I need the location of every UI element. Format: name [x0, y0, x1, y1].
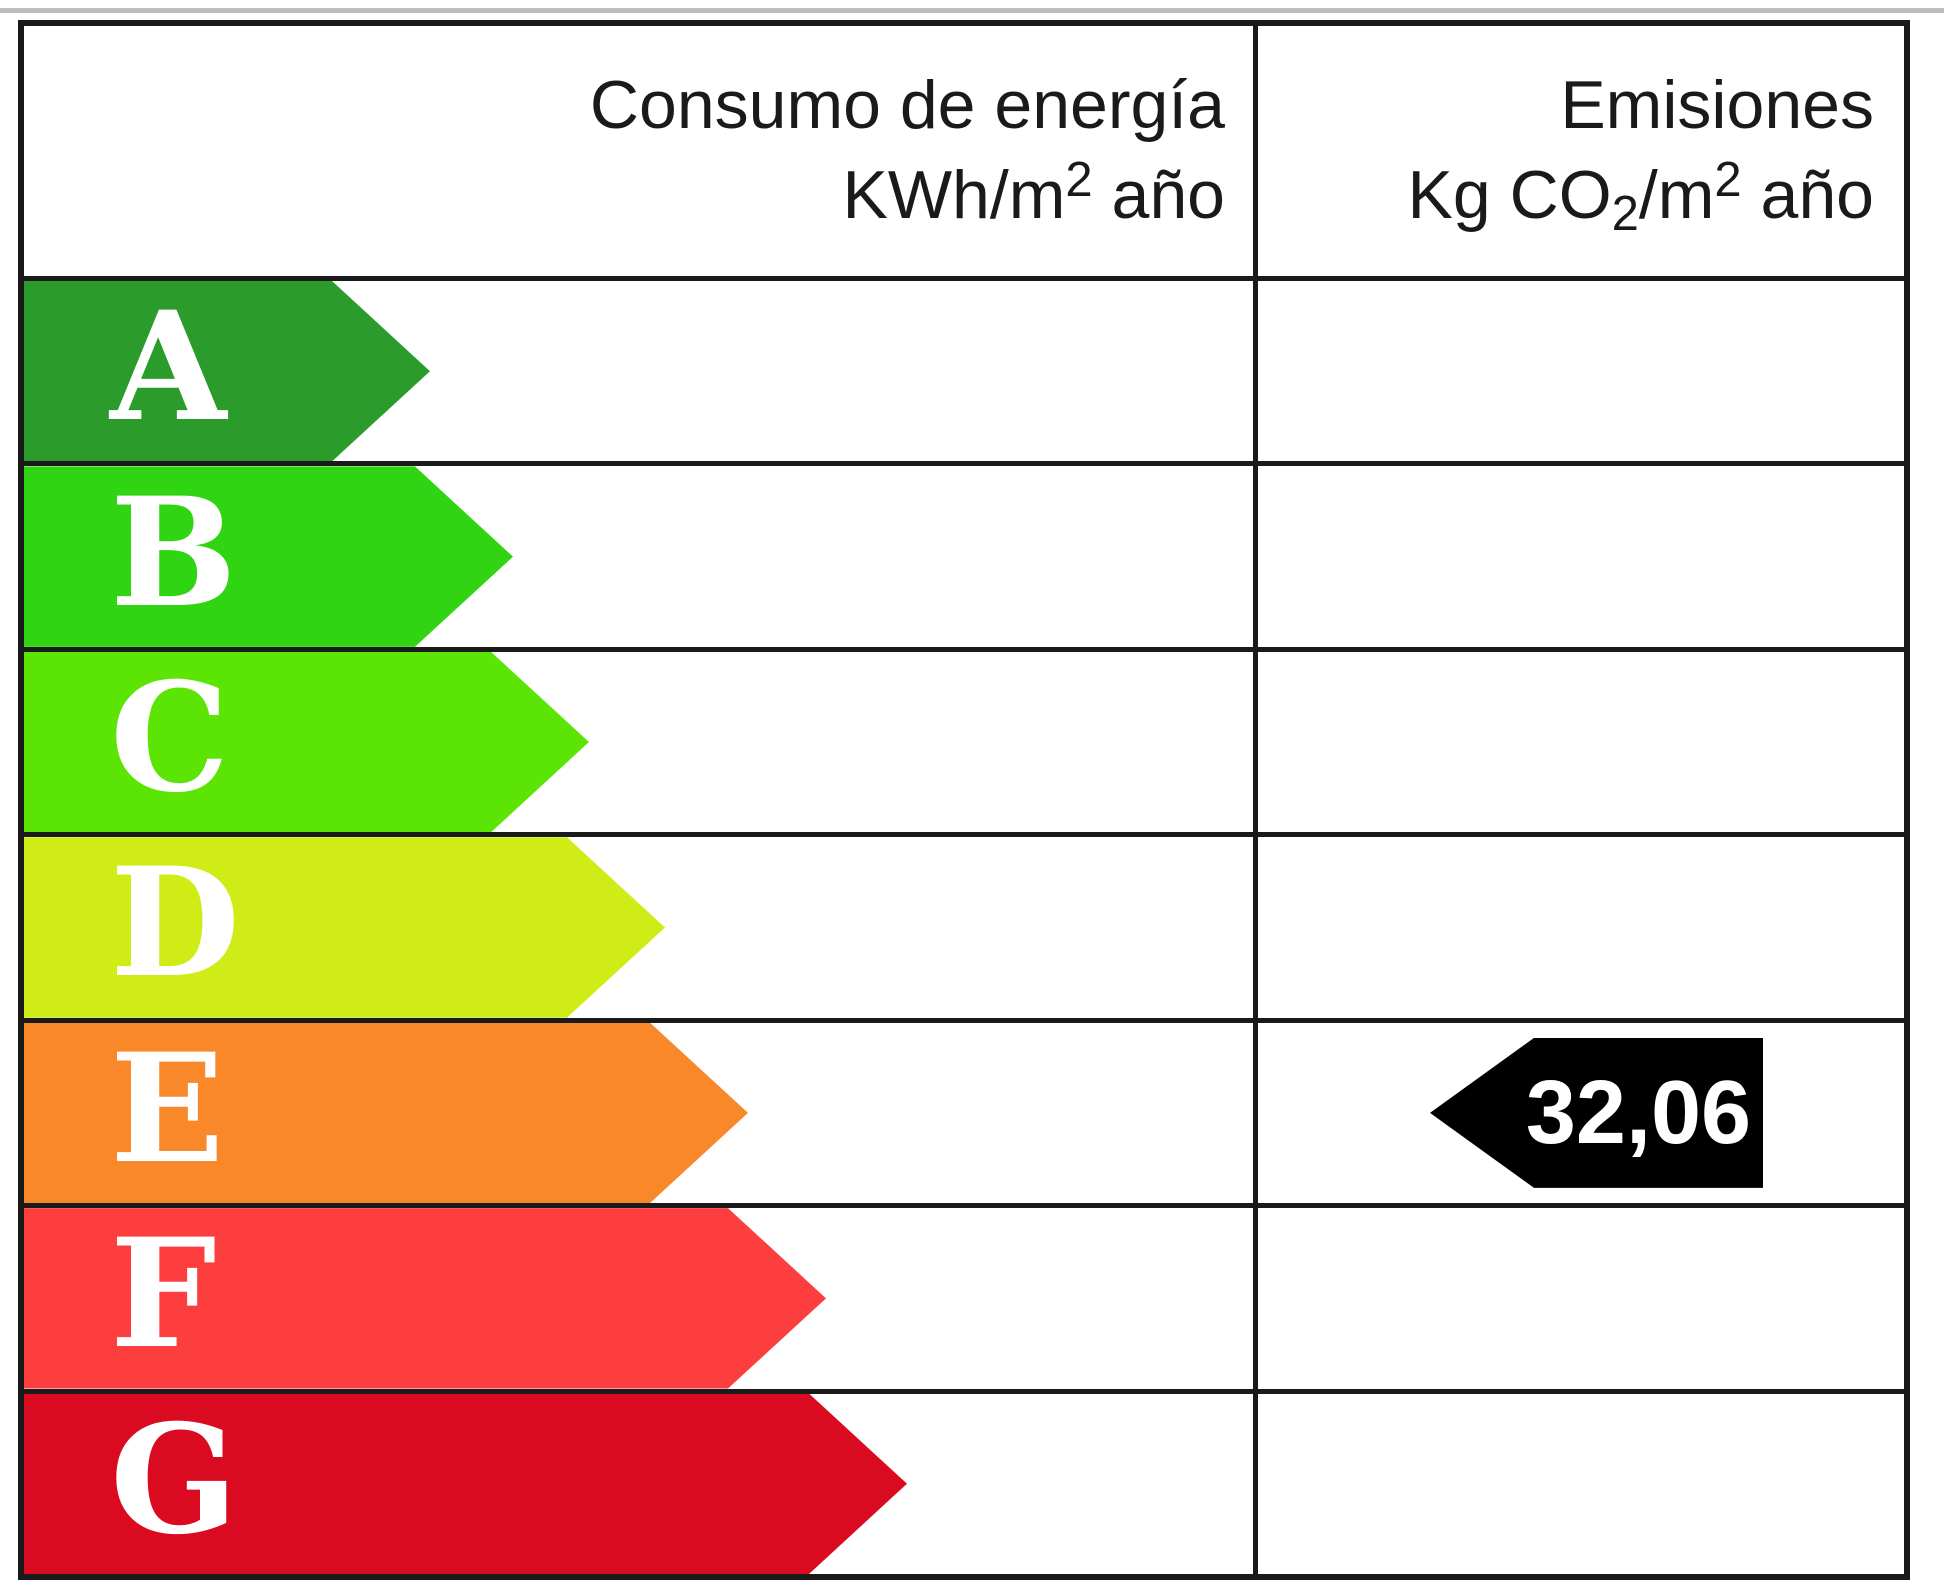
rating-letter-f: F — [110, 1208, 217, 1383]
consumption-header-units: KWh/m2 año — [842, 152, 1226, 233]
emissions-cell-b — [1253, 466, 1904, 647]
emissions-cell-f — [1253, 1208, 1904, 1389]
table-header: Consumo de energía KWh/m2 año Emisiones … — [24, 26, 1904, 276]
rating-row-a: A — [24, 276, 1904, 462]
rating-arrow-d: D — [24, 837, 665, 1017]
consumption-header-line1: Consumo de energía — [589, 67, 1225, 144]
consumption-cell-a: A — [24, 281, 1253, 461]
consumption-cell-c: C — [24, 652, 1253, 832]
rating-row-b: B — [24, 461, 1904, 647]
rating-letter-a: A — [110, 281, 227, 456]
rating-rows: A B C D E 32,06 F G — [24, 276, 1904, 1574]
consumption-cell-g: G — [24, 1394, 1253, 1574]
superscript-2: 2 — [1714, 152, 1742, 207]
consumption-cell-b: B — [24, 466, 1253, 646]
rating-row-g: G — [24, 1388, 1904, 1574]
rating-letter-b: B — [110, 466, 237, 641]
emissions-cell-e: 32,06 — [1253, 1022, 1904, 1204]
consumption-cell-f: F — [24, 1208, 1253, 1388]
consumption-cell-e: E — [24, 1023, 1253, 1203]
rating-arrow-a: A — [24, 281, 430, 461]
rating-letter-g: G — [110, 1393, 239, 1568]
emissions-cell-g — [1253, 1393, 1904, 1574]
consumption-column-header: Consumo de energía KWh/m2 año — [24, 26, 1253, 276]
emissions-value-arrow: 32,06 — [1430, 1037, 1763, 1188]
rating-arrow-g: G — [24, 1394, 907, 1574]
emissions-column-header: Emisiones Kg CO2/m2 año — [1253, 26, 1904, 276]
rating-row-c: C — [24, 646, 1904, 833]
rating-arrow-f: F — [24, 1208, 826, 1388]
rating-letter-d: D — [110, 837, 241, 1012]
rating-letter-e: E — [110, 1022, 225, 1197]
rating-letter-c: C — [110, 651, 230, 827]
rating-arrow-b: B — [24, 466, 513, 646]
rating-table: Consumo de energía KWh/m2 año Emisiones … — [18, 20, 1910, 1580]
superscript-2: 2 — [1065, 152, 1093, 207]
rating-row-d: D — [24, 832, 1904, 1018]
emissions-header-units: Kg CO2/m2 año — [1407, 152, 1874, 242]
rating-arrow-e: E — [24, 1023, 748, 1203]
emissions-cell-c — [1253, 651, 1904, 833]
emissions-header-line1: Emisiones — [1560, 67, 1874, 144]
rating-row-e: E 32,06 — [24, 1017, 1904, 1204]
rating-row-f: F — [24, 1203, 1904, 1389]
emissions-cell-a — [1253, 281, 1904, 462]
emissions-value: 32,06 — [1525, 1062, 1752, 1163]
consumption-cell-d: D — [24, 837, 1253, 1017]
emissions-cell-d — [1253, 837, 1904, 1018]
subscript-2: 2 — [1611, 187, 1639, 242]
rating-arrow-c: C — [24, 652, 589, 832]
top-edge-line — [0, 8, 1944, 13]
